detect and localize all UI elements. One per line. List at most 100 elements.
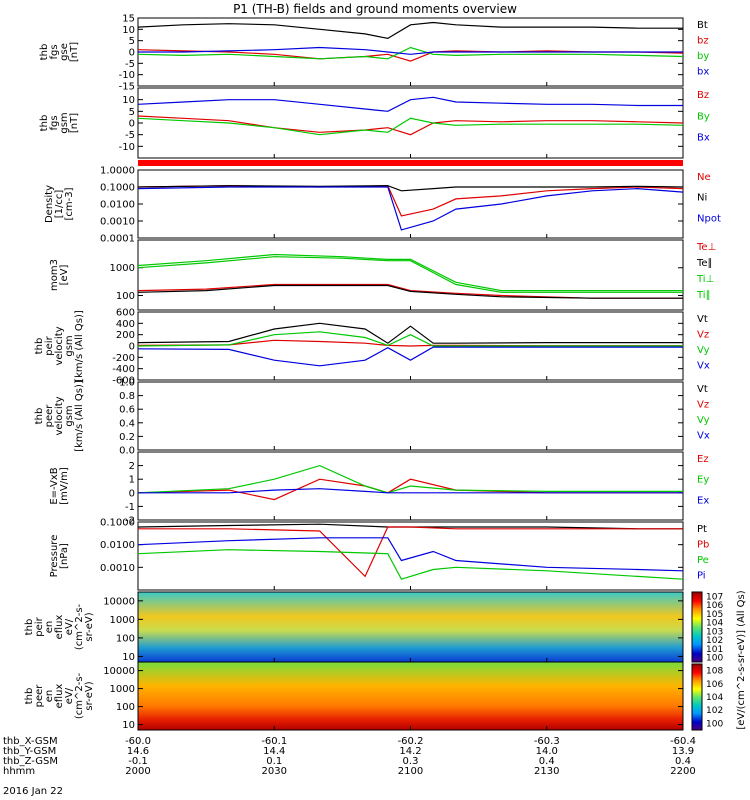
colorbar-tick-label: 106 [706, 601, 723, 611]
y-tick-label: 0.0001 [100, 234, 135, 245]
y-tick-label: -400 [112, 364, 135, 375]
series-line-Bz [137, 115, 684, 136]
series-line-Ti⊥ [137, 253, 683, 292]
y-tick-label: 0.8 [119, 391, 135, 402]
y-axis-label: peir [44, 335, 55, 355]
legend-Ez: Ez [697, 454, 709, 465]
y-axis-label: fgs [49, 115, 60, 130]
y-axis-label: (cm^2-s- [74, 603, 85, 650]
legend-Vz: Vz [697, 400, 709, 411]
y-axis-label: thb [34, 338, 45, 355]
y-axis-label: E=-VxB [49, 467, 60, 504]
panel-peer_eflux: 10000 1000 100 10 thb peer en eflux eV/(cm^2-s-s… [24, 661, 684, 731]
y-tick-label: 1000 [110, 684, 135, 695]
series-line-Npot [137, 186, 684, 231]
data-availability-bar [138, 160, 683, 166]
legend-Te∥: Te∥ [696, 258, 713, 269]
series-line-Pb [138, 526, 683, 578]
x-tick-label: 2000 [125, 766, 150, 777]
colorbar-tick-label: 104 [706, 619, 723, 629]
y-tick-label: 0.1000 [100, 183, 135, 194]
panel-pressure: 0.1000 0.0100 0.0010 Pressure [nPa] Pt Pb Pe Pi [49, 518, 709, 591]
y-tick-label: 1.0 [119, 378, 135, 389]
legend-Ti∥: Ti∥ [696, 290, 711, 301]
y-axis-label: Density [44, 185, 55, 223]
legend-Vz: Vz [697, 330, 709, 341]
y-axis-label: velocity [54, 396, 65, 435]
y-tick-label: 5 [129, 107, 135, 118]
y-axis-label: gsm [59, 112, 70, 133]
y-axis-label: [nT] [69, 113, 80, 133]
y-axis-label: peer [34, 684, 45, 708]
legend-Vy: Vy [697, 345, 710, 356]
y-axis-label: gsm [64, 335, 75, 356]
series-line-Bt [137, 21, 683, 40]
x-tick-label: 14.6 [127, 746, 149, 757]
legend-Bt: Bt [697, 20, 708, 31]
y-tick-label: -5 [125, 59, 135, 70]
series-line-Vt [137, 322, 683, 344]
legend-Ni: Ni [697, 193, 707, 204]
y-axis-label: [nT] [69, 42, 80, 62]
axes-frame [137, 381, 684, 451]
x-tick-label: 2100 [398, 766, 423, 777]
series-line-Pi [137, 537, 684, 572]
x-tick-label: 0.4 [539, 756, 555, 767]
series-line-Vy [137, 331, 683, 347]
series-line-Te∥ [137, 284, 683, 299]
legend-Vt: Vt [697, 384, 708, 395]
x-tick-label: -60.2 [398, 736, 424, 747]
legend-Ti⊥: Ti⊥ [696, 274, 714, 285]
series-line-Ni [137, 185, 684, 192]
axes-frame [137, 521, 684, 591]
y-tick-label: 0.0 [119, 446, 135, 457]
y-axis-label: fgs [49, 44, 60, 59]
y-tick-label: 10 [122, 95, 135, 106]
y-axis-label: peir [34, 616, 45, 636]
panel-e_field: 2 1 0 -1 -2 E=-VxB [mV/m] Ez Ey Ex [49, 451, 709, 527]
colorbar-electron [691, 663, 703, 731]
panel-temperature: 1000 100 mom3 [eV] Te⊥ Te∥ Ti⊥ Ti∥ [49, 239, 716, 311]
y-tick-label: 0.0100 [100, 540, 135, 551]
colorbar-tick-label: 101 [706, 645, 723, 655]
y-tick-label: 0.0010 [100, 217, 135, 228]
y-tick-label: -1 [125, 502, 135, 513]
y-tick-label: 15 [122, 14, 135, 25]
y-tick-label: 200 [116, 330, 135, 341]
y-tick-label: 400 [116, 319, 135, 330]
y-axis-label: eV/ [64, 687, 75, 704]
y-tick-label: 1.0000 [100, 166, 135, 177]
y-axis-label: peer [44, 404, 55, 428]
colorbar-tick-label: 100 [706, 719, 723, 729]
legend-Vy: Vy [697, 415, 710, 426]
y-axis-label: thb [24, 688, 35, 705]
y-axis-label: eV/ [64, 618, 75, 635]
legend-Vx: Vx [697, 431, 710, 442]
x-tick-label: 13.9 [672, 746, 694, 757]
x-tick-label: -60.3 [534, 736, 560, 747]
series-line-Ti∥ [137, 256, 683, 293]
x-tick-label: -60.0 [125, 736, 151, 747]
axes-frame [137, 239, 684, 311]
y-tick-label: 10 [122, 25, 135, 36]
series-line-Pe [137, 549, 684, 580]
series-line-Ex [138, 488, 683, 494]
x-tick-label: 14.4 [263, 746, 285, 757]
colorbar-tick-label: 100 [706, 654, 723, 664]
y-tick-label: 10000 [103, 666, 135, 677]
x-tick-label: 0.1 [266, 756, 282, 767]
y-tick-label: 1000 [110, 263, 135, 274]
colorbar-tick-label: 104 [706, 693, 723, 703]
y-axis-label: gse [59, 43, 70, 61]
colorbar-label: [eV/(cm^2-s-sr-eV)] (All Qs) [736, 590, 747, 729]
legend-By: By [697, 111, 710, 122]
figure-title: P1 (TH-B) fields and ground moments over… [233, 2, 517, 16]
y-tick-label: 1 [129, 475, 135, 486]
colorbar-tick-label: 107 [706, 592, 723, 602]
colorbar-ion [691, 591, 703, 663]
x-tick-label: -0.1 [128, 756, 148, 767]
y-axis-label: thb [39, 44, 50, 61]
y-axis-label: [km/s (All Qs)] [74, 310, 85, 382]
y-tick-label: 0 [129, 488, 135, 499]
y-tick-label: 0 [129, 119, 135, 130]
